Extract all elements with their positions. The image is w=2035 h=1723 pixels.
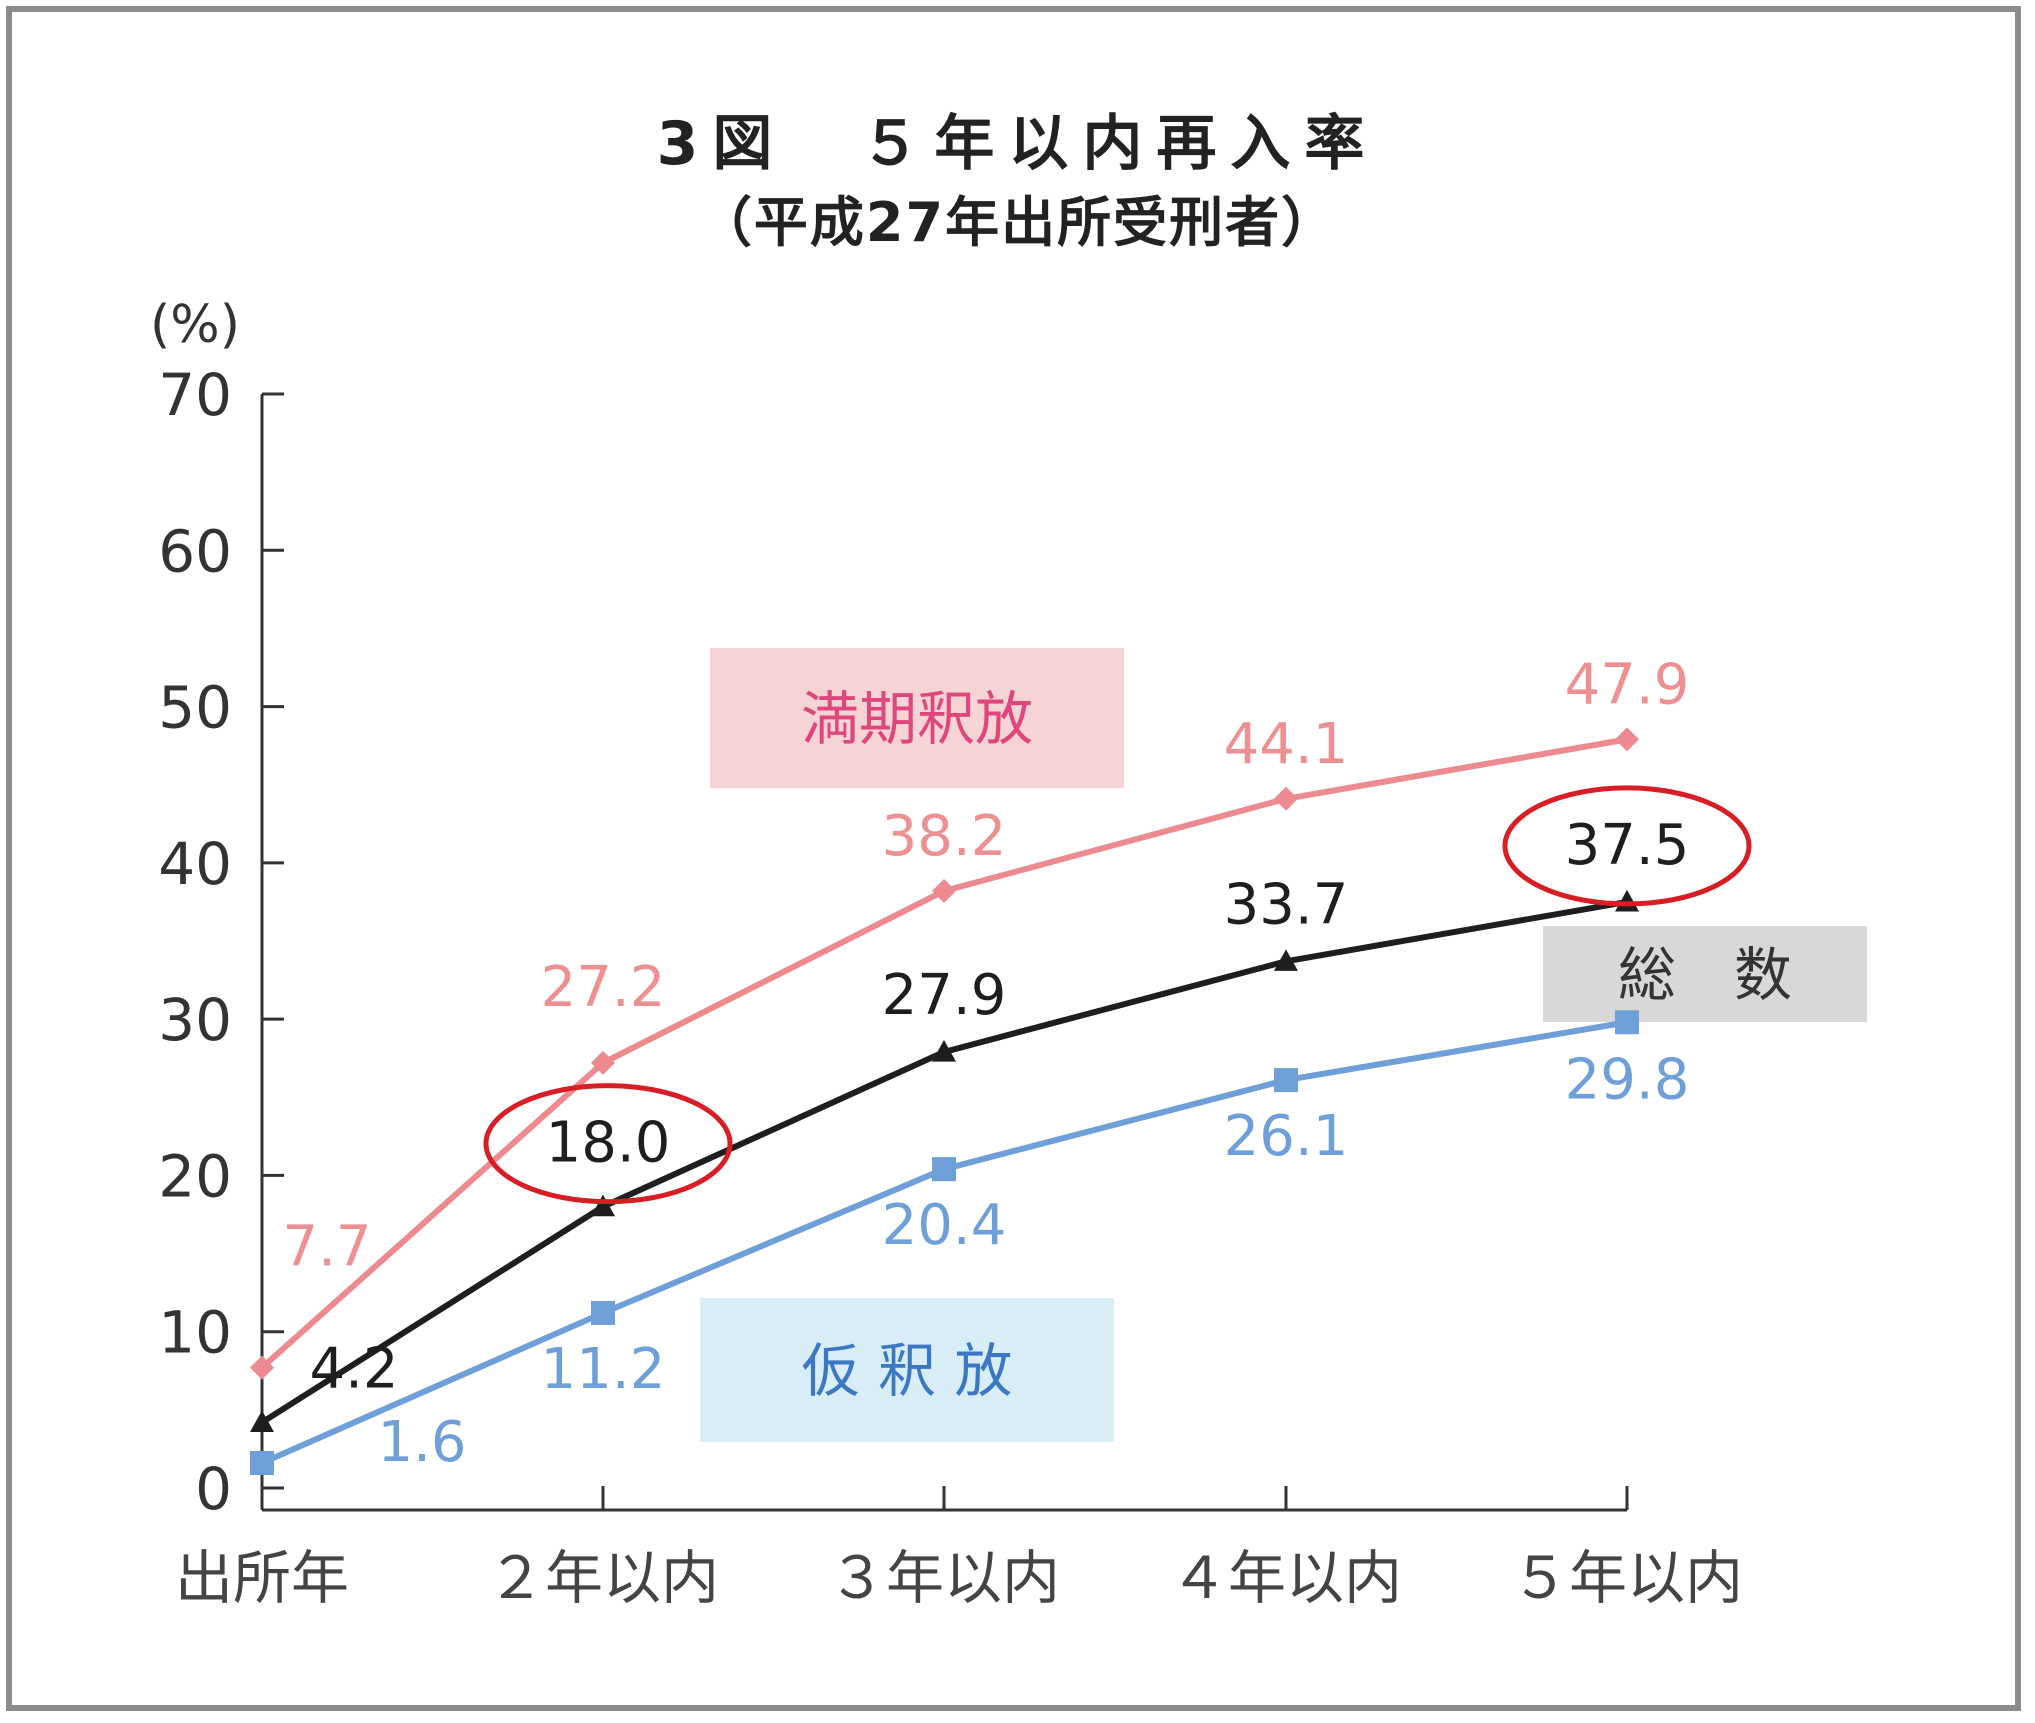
y-tick-label: 0 (195, 1455, 232, 1523)
legend-label: 満期釈放 (801, 685, 1033, 753)
highlight-circle (1502, 785, 1752, 907)
data-point (250, 1450, 274, 1475)
data-point (932, 878, 956, 903)
data-label: 1.6 (377, 1410, 466, 1475)
legend-box (1543, 926, 1867, 1022)
data-point (1274, 949, 1298, 971)
data-label: 29.8 (1565, 1047, 1690, 1112)
x-category-label: 出所年 (175, 1544, 349, 1612)
data-label: 4.2 (309, 1336, 398, 1401)
legend-box (700, 1298, 1114, 1442)
data-label: 7.7 (282, 1215, 371, 1280)
y-tick-label: 10 (158, 1299, 232, 1367)
chart-title: 3図 ５年以内再入率 (656, 109, 1379, 179)
x-category-label: ５年以内 (1511, 1544, 1743, 1612)
x-category-label: ４年以内 (1170, 1544, 1402, 1612)
data-label: 27.2 (541, 955, 666, 1020)
legend-label: 総 数 (1618, 941, 1792, 1009)
data-point (591, 1194, 615, 1217)
data-point (932, 1039, 956, 1062)
legend-label: 仮 釈 放 (802, 1337, 1013, 1405)
data-label: 47.9 (1565, 652, 1690, 717)
data-point (250, 1410, 274, 1432)
data-label: 33.7 (1224, 872, 1349, 937)
x-category-label: ３年以内 (828, 1544, 1060, 1612)
data-point (1615, 727, 1639, 752)
y-axis-unit-label: (%) (150, 295, 240, 355)
chart-subtitle: （平成27年出所受刑者） (697, 191, 1338, 254)
y-tick-label: 40 (158, 830, 232, 898)
data-point (591, 1300, 615, 1325)
data-label: 11.2 (541, 1337, 666, 1402)
y-tick-label: 70 (158, 361, 232, 429)
data-label: 20.4 (882, 1193, 1007, 1258)
data-label: 18.0 (546, 1111, 671, 1176)
data-point (250, 1355, 274, 1380)
data-point (591, 1050, 615, 1075)
data-label: 27.9 (882, 963, 1007, 1028)
x-category-label: ２年以内 (487, 1544, 719, 1612)
y-tick-label: 30 (158, 986, 232, 1054)
data-label: 26.1 (1224, 1104, 1349, 1169)
legend-box (710, 648, 1124, 788)
y-tick-label: 20 (158, 1142, 232, 1210)
data-point (1615, 1010, 1639, 1035)
y-tick-label: 60 (158, 517, 232, 585)
data-label: 44.1 (1224, 712, 1349, 777)
data-label: 37.5 (1565, 813, 1690, 878)
y-tick-label: 50 (158, 674, 232, 742)
data-label: 38.2 (882, 804, 1007, 869)
data-point (1274, 786, 1298, 811)
data-point (932, 1157, 956, 1182)
highlight-circle (483, 1083, 733, 1205)
data-point (1274, 1068, 1298, 1093)
